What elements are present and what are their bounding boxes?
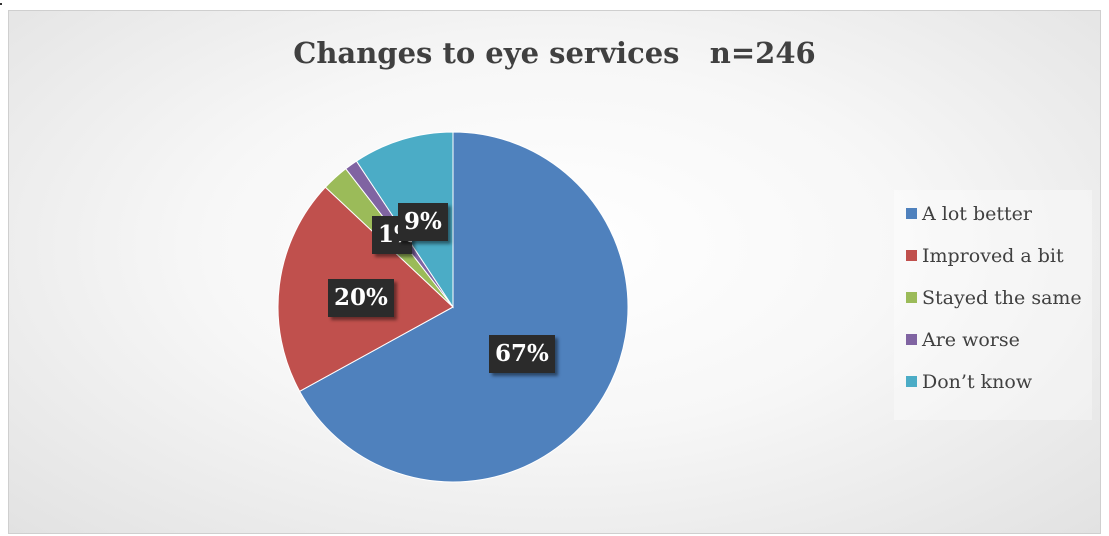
legend-swatch [906, 250, 917, 261]
chart-title: Changes to eye services n=246 [293, 36, 816, 70]
legend-item: Stayed the same [906, 284, 1082, 312]
data-label-improved-a-bit: 20% [328, 279, 394, 317]
legend-item: Improved a bit [906, 242, 1064, 270]
legend-swatch [906, 376, 917, 387]
corner-mark [0, 3, 2, 5]
pie-slice-a-lot-better [298, 131, 629, 483]
data-label-a-lot-better: 67% [489, 335, 555, 373]
legend-label: Stayed the same [922, 287, 1082, 309]
legend-swatch [906, 292, 917, 303]
legend-label: Are worse [922, 329, 1020, 351]
legend-label: Improved a bit [922, 245, 1064, 267]
legend-swatch [906, 208, 917, 219]
legend-swatch [906, 334, 917, 345]
legend: A lot better Improved a bit Stayed the sam… [894, 190, 1092, 420]
legend-item: Don’t know [906, 368, 1032, 396]
legend-item: Are worse [906, 326, 1020, 354]
legend-label: Don’t know [922, 371, 1033, 393]
legend-label: A lot better [922, 203, 1032, 225]
legend-item: A lot better [906, 200, 1032, 228]
data-label-don-t-know: 9% [398, 203, 448, 241]
